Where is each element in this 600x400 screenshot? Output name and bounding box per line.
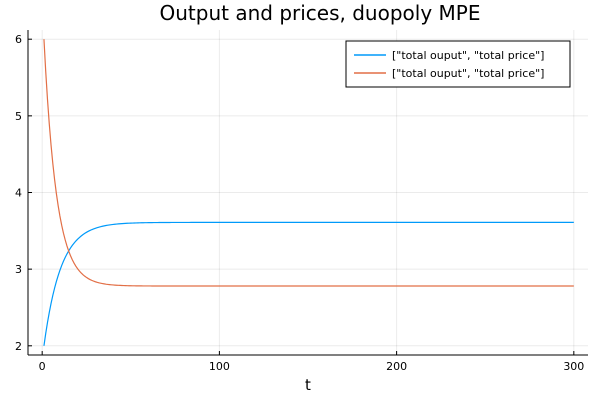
series-line-2 xyxy=(43,39,574,287)
legend-box xyxy=(345,40,571,88)
y-tick-label: 5 xyxy=(15,110,22,123)
legend-label-1: ["total ouput", "total price"] xyxy=(392,49,544,62)
x-tick-label: 0 xyxy=(39,360,46,373)
chart-title: Output and prices, duopoly MPE xyxy=(160,1,481,25)
legend: ["total ouput", "total price"] ["total ou… xyxy=(345,40,571,88)
x-axis-label: t xyxy=(305,376,311,394)
legend-label-2: ["total ouput", "total price"] xyxy=(392,67,544,80)
series-line-1 xyxy=(43,221,574,346)
y-tick-label: 4 xyxy=(15,187,22,200)
x-tick-label: 100 xyxy=(209,360,230,373)
y-tick-label: 3 xyxy=(15,263,22,276)
y-tick-label: 6 xyxy=(15,33,22,46)
axes: 0 100 200 300 2 3 4 5 6 xyxy=(15,30,588,373)
series-layer xyxy=(43,39,574,346)
x-tick-label: 200 xyxy=(386,360,407,373)
x-tick-label: 300 xyxy=(563,360,584,373)
y-tick-label: 2 xyxy=(15,340,22,353)
